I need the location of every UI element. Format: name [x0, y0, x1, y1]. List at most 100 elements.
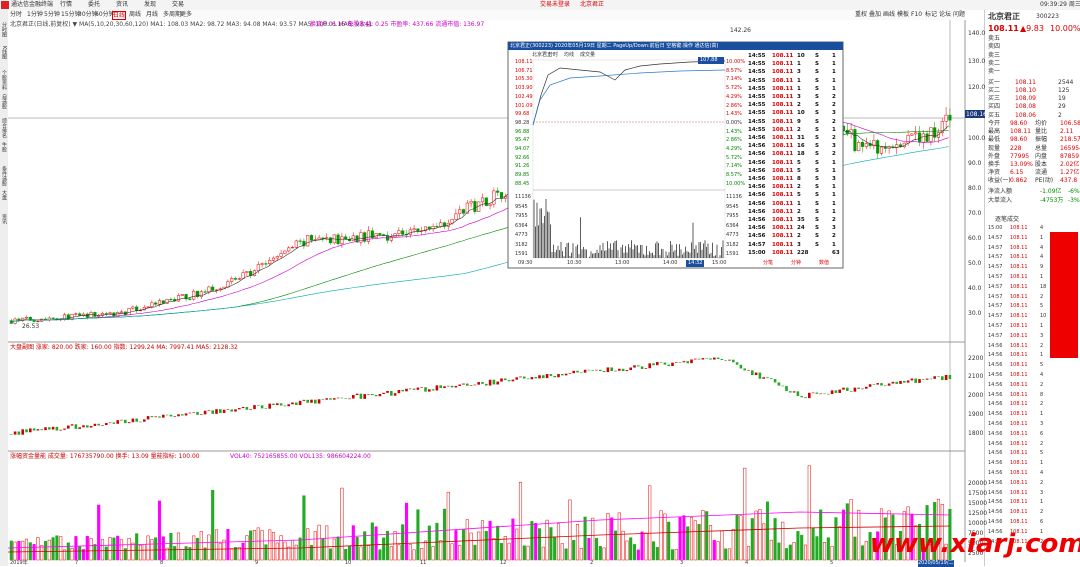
- volume-bar: [522, 545, 526, 561]
- volume-bar: [397, 544, 401, 561]
- index-bar: [458, 384, 461, 386]
- volume-bar: [135, 533, 139, 561]
- index-bar: [515, 377, 518, 380]
- volume-bar: [883, 517, 887, 561]
- tick-cell: 6: [1040, 519, 1044, 525]
- tick-cell: 14:56: [988, 381, 1003, 388]
- pop-price: 105.30: [515, 76, 533, 83]
- trade-cell: 2: [797, 126, 801, 133]
- y-tick-label: 40.0: [968, 285, 982, 292]
- index-bar: [865, 386, 868, 389]
- volume-bar: [230, 548, 234, 561]
- pop-time: 15:00: [712, 260, 727, 266]
- trade-cell: 108.11: [772, 241, 794, 248]
- candle: [146, 306, 150, 308]
- volume-bar: [822, 542, 827, 561]
- tick-cell: 14:56: [988, 430, 1003, 437]
- volume-bar: [40, 545, 44, 561]
- index-bar: [447, 385, 450, 387]
- tick-cell: 108.11: [1010, 283, 1028, 290]
- volume-bar: [572, 540, 576, 561]
- pop-pct: 2.86%: [726, 102, 742, 109]
- tick-cell: 108.11: [1010, 352, 1028, 359]
- candle: [135, 306, 139, 312]
- volume-bar: [838, 526, 842, 561]
- candle: [423, 226, 428, 232]
- volume-bar: [9, 540, 13, 561]
- pop-price: 94.07: [515, 146, 530, 152]
- tick-cell: 108.11: [1010, 342, 1028, 349]
- tick-cell: 2: [1040, 342, 1044, 349]
- volume-bar: [378, 549, 382, 561]
- index-bar: [393, 393, 397, 396]
- volume-bar: [427, 525, 431, 561]
- index-bar: [181, 414, 184, 416]
- volume-bar: [355, 536, 359, 561]
- trade-cell: 35: [797, 217, 805, 223]
- tick-cell: 14:57: [988, 303, 1003, 310]
- pop-bottom-tab: 数值: [819, 260, 830, 266]
- side-tab: 综合排名: [1, 118, 7, 138]
- stat-cell: 流通: [1035, 169, 1048, 177]
- trade-cell: 1: [797, 85, 801, 92]
- index-bar: [329, 398, 332, 400]
- volume-bar: [591, 517, 595, 561]
- trade-cell: 108.11: [772, 69, 794, 76]
- index-bar: [344, 398, 347, 399]
- volume-bar: [469, 532, 473, 561]
- index-bar: [633, 365, 636, 368]
- candle: [940, 121, 944, 133]
- candle: [887, 146, 891, 149]
- volume-bar: [104, 546, 108, 561]
- volume-bar: [800, 534, 804, 561]
- pop-vol: 7955: [515, 213, 528, 219]
- volume-bar: [568, 499, 572, 561]
- pop-price: 103.90: [515, 85, 533, 92]
- tool: 论坛: [939, 11, 952, 18]
- stat-cell: 77995: [1010, 152, 1030, 160]
- volume-bar: [545, 519, 549, 561]
- stat-cell: 98.60: [1010, 120, 1028, 127]
- volume-bar: [119, 539, 124, 561]
- tick-cell: 14:56: [988, 528, 1003, 535]
- volume-bar: [420, 548, 424, 561]
- trade-cell: 14:55: [748, 85, 766, 92]
- candle: [458, 209, 462, 215]
- trade-cell: 14:55: [748, 102, 766, 109]
- candle: [47, 317, 51, 321]
- stat-cell: 最高: [988, 128, 1001, 136]
- volume-bar: [241, 542, 245, 561]
- index-bar: [234, 409, 237, 412]
- volume-bar: [116, 535, 120, 561]
- index-bar: [268, 403, 271, 409]
- candle: [268, 259, 272, 264]
- volume-bar: [853, 536, 857, 561]
- low-label: 26.53: [22, 323, 40, 330]
- candle: [157, 300, 162, 305]
- index-bar: [295, 402, 298, 406]
- index-bar: [929, 378, 933, 380]
- volume-bar: [697, 523, 701, 561]
- book-cell: 卖三: [988, 51, 1001, 59]
- trade-cell: 5: [797, 167, 801, 174]
- candle: [211, 286, 215, 291]
- status-stock: 北京君正: [580, 1, 605, 8]
- volume-bar: [393, 531, 397, 561]
- index-bar: [127, 422, 131, 424]
- index-bar: [530, 377, 534, 380]
- index-bar: [226, 409, 230, 411]
- index-bar: [599, 369, 602, 372]
- stat-cell: 现量: [988, 144, 1001, 152]
- candle: [359, 232, 363, 243]
- volume-bar: [218, 542, 222, 561]
- y-tick-label: 50.0: [968, 260, 982, 267]
- date-label: 2020/05/19/二: [918, 560, 954, 567]
- tick-cell: 14:57: [988, 283, 1003, 290]
- index-bar: [97, 423, 100, 426]
- volume-bar: [161, 536, 165, 561]
- y-tick-label: 2100: [968, 373, 984, 380]
- change: ▲9.83: [1020, 24, 1044, 33]
- trade-cell: S: [815, 61, 819, 68]
- candle: [309, 235, 314, 241]
